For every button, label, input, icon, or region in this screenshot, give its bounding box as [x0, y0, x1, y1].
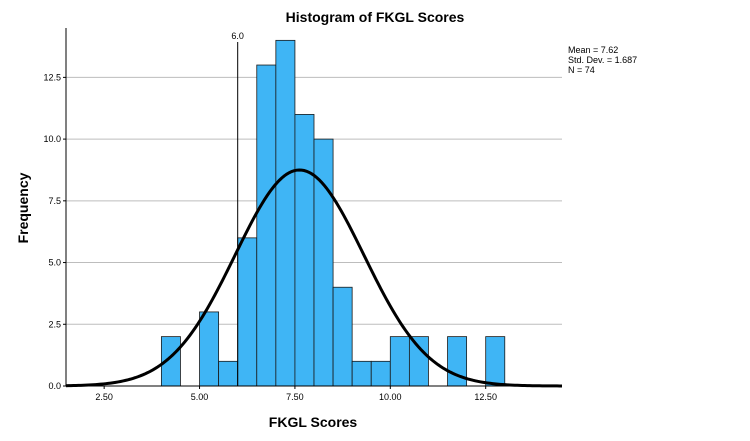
x-tick-label: 10.00	[379, 392, 402, 402]
histogram-bar	[351, 360, 372, 387]
normal-curve	[65, 168, 563, 388]
stats-label: Mean = 7.62	[568, 45, 618, 55]
x-tick-label: 12.50	[474, 392, 497, 402]
reference-line-layer: 6.0	[231, 31, 244, 386]
histogram-bar	[370, 360, 391, 387]
y-tick-label: 5.0	[48, 258, 61, 268]
histogram-bar	[199, 311, 220, 387]
y-tick-label: 0.0	[48, 381, 61, 391]
histogram-bar	[218, 360, 239, 387]
x-tick-label: 5.00	[191, 392, 209, 402]
y-tick-label: 12.5	[43, 72, 61, 82]
y-axis-label: Frequency	[15, 172, 31, 243]
histogram-bar	[389, 336, 410, 387]
y-tick-label: 7.5	[48, 196, 61, 206]
histogram-bar	[485, 336, 506, 387]
histogram-bar	[256, 64, 277, 387]
x-tick-label: 2.50	[95, 392, 113, 402]
axes	[65, 28, 562, 387]
y-tick-label: 10.0	[43, 134, 61, 144]
histogram-bar	[408, 336, 429, 387]
stats-label: Std. Dev. = 1.687	[568, 55, 637, 65]
histogram-bar	[332, 286, 353, 387]
chart-title: Histogram of FKGL Scores	[286, 9, 465, 25]
x-tick-label: 7.50	[286, 392, 304, 402]
histogram-bar	[237, 237, 258, 387]
reference-line-label: 6.0	[231, 31, 244, 41]
x-axis-label: FKGL Scores	[269, 414, 358, 430]
histogram-bar	[294, 114, 315, 387]
normal-curve-layer	[65, 168, 563, 388]
stats-label: N = 74	[568, 65, 595, 75]
y-tick-label: 2.5	[48, 319, 61, 329]
histogram-bar	[275, 39, 296, 387]
tick-labels: 0.0 2.5 5.0 7.5 10.0 12.5 2.50 5.00 7.50 10.00 12.…	[43, 72, 496, 402]
histogram-bars	[160, 39, 506, 387]
